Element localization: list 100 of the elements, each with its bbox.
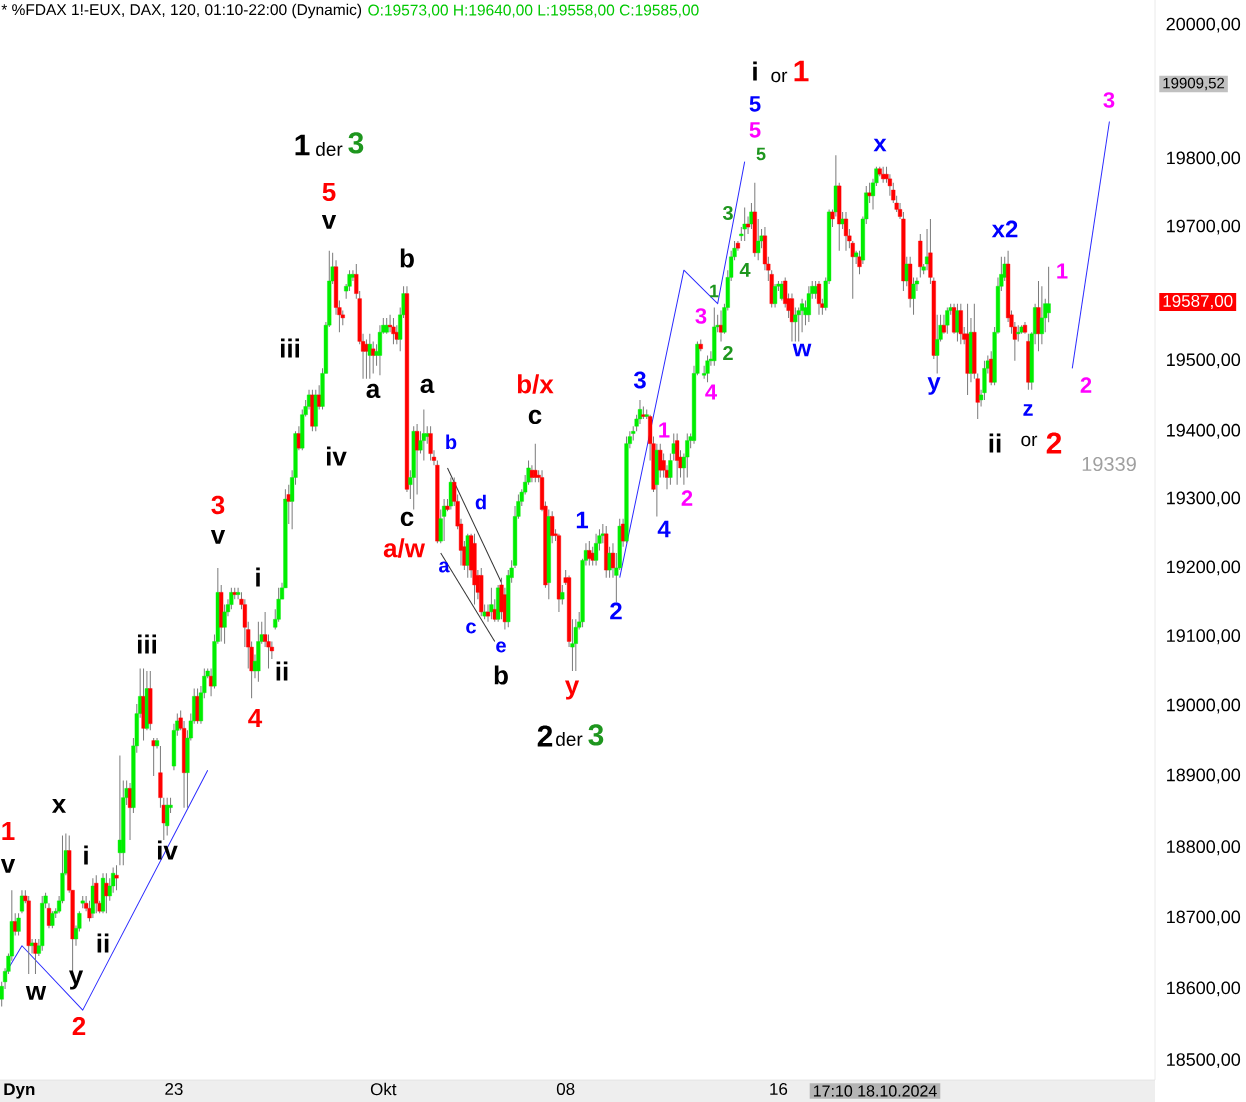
annotation: 1	[295, 134, 310, 156]
candlestick	[935, 314, 940, 374]
annotation: v	[321, 215, 337, 229]
annotation: b	[446, 434, 457, 450]
candlestick	[489, 587, 494, 620]
annotation: b/x	[517, 374, 554, 394]
annotation: v	[0, 859, 16, 873]
x-tick-label: 23	[165, 1082, 183, 1096]
annotation: 4	[248, 709, 263, 727]
annotation: i	[753, 61, 757, 81]
annotation: ii	[97, 933, 109, 953]
annotation: b	[400, 248, 414, 268]
annotation: 5	[749, 96, 761, 112]
candlestick	[30, 938, 35, 954]
annotation: z	[1023, 404, 1033, 416]
annotation: 1	[659, 422, 670, 438]
annotation: 3	[211, 495, 225, 515]
annotation: der	[556, 731, 583, 746]
y-tick-label: 19800,00	[1167, 151, 1241, 167]
annotation: v	[210, 530, 226, 544]
y-tick-label: 19000,00	[1167, 698, 1241, 714]
annotation: c	[528, 409, 542, 425]
annotation: ii	[276, 661, 288, 681]
annotation: iii	[137, 634, 156, 654]
candlestick	[1046, 266, 1051, 323]
annotation: 3	[1103, 92, 1115, 108]
annotation: 1	[1057, 263, 1068, 279]
y-tick-label: 19500,00	[1167, 353, 1241, 369]
annotation: iv	[157, 840, 178, 860]
candlestick	[371, 340, 376, 374]
annotation: y	[68, 970, 84, 990]
annotation: 2	[537, 725, 553, 747]
y-tick-label: 18500,00	[1167, 1053, 1241, 1069]
annotation: 2	[610, 602, 622, 620]
candlestick	[286, 484, 291, 525]
text: 17:10 18.10.2024	[813, 1085, 937, 1097]
annotation: w	[25, 986, 47, 1000]
candlestick	[391, 317, 396, 345]
annotation: 2	[681, 490, 693, 506]
annotation: b	[494, 665, 508, 685]
candlestick	[114, 864, 119, 891]
annotation: 4	[705, 384, 717, 400]
annotation: der	[316, 141, 343, 156]
candlestick	[911, 276, 916, 316]
candlestick	[529, 464, 534, 483]
candlestick	[756, 218, 761, 261]
x-tick-label: 16	[770, 1082, 788, 1096]
annotation: iv	[326, 446, 347, 466]
annotation: w	[792, 343, 812, 357]
annotation: 1	[794, 60, 809, 82]
annotation: or	[1021, 435, 1038, 447]
annotation: 3	[633, 371, 646, 389]
candlestick	[16, 912, 21, 937]
candlestick	[675, 433, 680, 486]
x-tick-label: Okt	[370, 1082, 397, 1096]
annotation: 19339	[1082, 456, 1136, 472]
annotation: a	[366, 383, 381, 399]
y-tick-label: 19100,00	[1167, 629, 1241, 645]
annotation: 1	[576, 511, 589, 529]
y-tick-label: 18700,00	[1167, 910, 1241, 926]
candlestick	[296, 425, 301, 451]
y-tick-label: 19200,00	[1167, 560, 1241, 576]
annotation: y	[927, 377, 941, 395]
annotation: i	[256, 567, 260, 587]
candlestick	[560, 584, 565, 606]
annotation: d	[475, 494, 486, 510]
annotation: c	[400, 511, 414, 527]
annotation: iii	[280, 338, 299, 358]
y-tick-label: 19400,00	[1167, 423, 1241, 439]
chart-subtitle: O:19573,00 H:19640,00 L:19558,00 C:19585,00	[368, 4, 699, 18]
candlestick	[367, 333, 372, 380]
annotation: 2	[72, 1016, 86, 1036]
candlestick	[945, 307, 950, 335]
annotation: 3	[722, 205, 733, 221]
y-tick-label: 18900,00	[1167, 768, 1241, 784]
x-tick-label: 08	[556, 1082, 575, 1096]
candlestick	[594, 533, 599, 566]
annotation: y	[564, 680, 580, 700]
annotation: x	[51, 799, 67, 813]
candlestick	[1039, 285, 1044, 345]
y-tick-label: 18600,00	[1167, 981, 1241, 997]
candlestick	[867, 182, 872, 204]
annotation: 5	[756, 147, 766, 161]
annotation: 1	[2, 822, 15, 840]
annotation: 4	[657, 520, 671, 538]
annotation: x	[873, 138, 887, 152]
y-tick-label: 19700,00	[1167, 219, 1241, 235]
candlestick	[793, 307, 798, 342]
annotation: 2	[1080, 377, 1092, 393]
y-tick-label: 18800,00	[1167, 840, 1241, 856]
annotation: e	[496, 641, 506, 653]
chart-title: * %FDAX 1!-EUX, DAX, 120, 01:10-22:00 (Dynamic)	[1, 3, 362, 19]
candlestick	[415, 423, 420, 495]
annotation: 5	[749, 122, 761, 138]
annotation: a	[420, 378, 435, 394]
annotation: 2	[723, 346, 733, 360]
annotation: 3	[695, 308, 707, 324]
annotation: ii	[989, 433, 1001, 453]
annotation: 3	[348, 132, 364, 154]
annotation: a/w	[383, 538, 425, 558]
